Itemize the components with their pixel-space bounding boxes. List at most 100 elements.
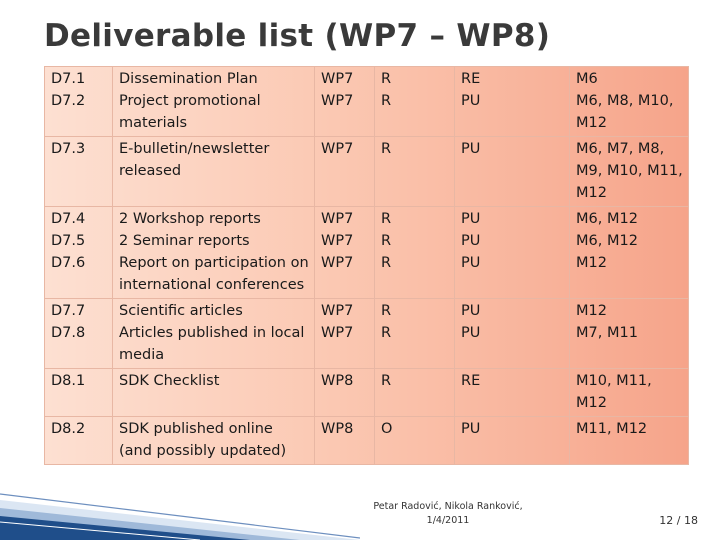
deliverable-description: Dissemination Plan xyxy=(119,71,258,87)
table-row: D7.3 E-bulletin/newsletter released WP7 R PU… xyxy=(44,136,689,207)
nature: R xyxy=(381,325,392,341)
nature: R xyxy=(381,71,392,87)
delivery-months: M12 xyxy=(576,303,607,319)
work-package-cell: WP8 xyxy=(314,416,375,465)
deliverable-description: E-bulletin/newsletter released xyxy=(119,141,270,179)
table-row: D8.1 SDK Checklist WP8 R RE M10, M11, M12 xyxy=(44,368,689,417)
deliverable-id-cell: D7.7 D7.8 xyxy=(44,298,113,369)
delivery-months: M6 xyxy=(576,71,598,87)
deliverable-id: D8.1 xyxy=(51,373,86,389)
delivery-months: M6, M8, M10, M12 xyxy=(576,93,674,131)
deliverable-id: D7.2 xyxy=(51,93,86,109)
deliverable-description-cell: SDK Checklist xyxy=(112,368,315,417)
dissemination-level-cell: RE xyxy=(454,368,570,417)
delivery-months-cell: M6, M12 M6, M12 M12 xyxy=(569,206,689,299)
dissemination-level: RE xyxy=(461,373,481,389)
work-package: WP7 xyxy=(321,325,354,341)
nature: R xyxy=(381,233,392,249)
work-package: WP7 xyxy=(321,211,354,227)
work-package: WP7 xyxy=(321,71,354,87)
work-package: WP7 xyxy=(321,303,354,319)
deliverable-id: D7.6 xyxy=(51,255,86,271)
work-package: WP7 xyxy=(321,93,354,109)
deliverable-description-cell: SDK published online (and possibly updat… xyxy=(112,416,315,465)
delivery-months-cell: M10, M11, M12 xyxy=(569,368,689,417)
work-package-cell: WP8 xyxy=(314,368,375,417)
delivery-months-cell: M6 M6, M8, M10, M12 xyxy=(569,66,689,137)
nature-cell: O xyxy=(374,416,455,465)
work-package-cell: WP7 WP7 xyxy=(314,66,375,137)
delivery-months-cell: M6, M7, M8, M9, M10, M11, M12 xyxy=(569,136,689,207)
slide-title: Deliverable list (WP7 – WP8) xyxy=(44,18,551,54)
dissemination-level: PU xyxy=(461,93,481,109)
dissemination-level: PU xyxy=(461,303,481,319)
work-package: WP7 xyxy=(321,255,354,271)
delivery-months-cell: M11, M12 xyxy=(569,416,689,465)
table-row: D7.1 D7.2 Dissemination Plan Project promot… xyxy=(44,66,689,137)
dissemination-level: PU xyxy=(461,233,481,249)
dissemination-level-cell: PU xyxy=(454,416,570,465)
deliverable-id-cell: D7.3 xyxy=(44,136,113,207)
deliverable-description: Scientific articles xyxy=(119,303,243,319)
deliverable-id: D7.1 xyxy=(51,71,86,87)
work-package: WP8 xyxy=(321,421,354,437)
deliverable-id: D7.8 xyxy=(51,325,86,341)
footer-date: 1/4/2011 xyxy=(426,515,470,526)
table-row: D7.7 D7.8 Scientific articles Articles publ… xyxy=(44,298,689,369)
deliverable-description-cell: Scientific articles Articles published in… xyxy=(112,298,315,369)
nature: R xyxy=(381,373,392,389)
delivery-months: M10, M11, M12 xyxy=(576,373,652,411)
dissemination-level: PU xyxy=(461,421,481,437)
dissemination-level: PU xyxy=(461,141,481,157)
dissemination-level-cell: PU xyxy=(454,136,570,207)
delivery-months-cell: M12 M7, M11 xyxy=(569,298,689,369)
deliverable-description: Project promotional materials xyxy=(119,93,261,131)
nature-cell: R xyxy=(374,136,455,207)
work-package: WP7 xyxy=(321,233,354,249)
deliverable-id: D7.4 xyxy=(51,211,86,227)
dissemination-level: PU xyxy=(461,255,481,271)
delivery-months: M11, M12 xyxy=(576,421,648,437)
footer-author-block: Petar Radović, Nikola Ranković, 1/4/2011 xyxy=(368,500,528,528)
delivery-months: M6, M7, M8, M9, M10, M11, M12 xyxy=(576,141,683,201)
nature: R xyxy=(381,141,392,157)
deliverable-description: Articles published in local media xyxy=(119,325,305,363)
deliverable-id: D7.5 xyxy=(51,233,86,249)
deliverable-id-cell: D8.1 xyxy=(44,368,113,417)
deliverable-description: SDK Checklist xyxy=(119,373,220,389)
deliverable-id: D7.3 xyxy=(51,141,86,157)
deliverable-table: D7.1 D7.2 Dissemination Plan Project promot… xyxy=(44,66,689,465)
deliverable-description: 2 Seminar reports xyxy=(119,233,250,249)
dissemination-level-cell: PU PU xyxy=(454,298,570,369)
work-package: WP8 xyxy=(321,373,354,389)
corner-decoration xyxy=(0,493,360,540)
dissemination-level-cell: RE PU xyxy=(454,66,570,137)
deliverable-description: 2 Workshop reports xyxy=(119,211,261,227)
nature: R xyxy=(381,211,392,227)
nature: R xyxy=(381,93,392,109)
deliverable-description-cell: Dissemination Plan Project promotional ma… xyxy=(112,66,315,137)
nature-cell: R xyxy=(374,368,455,417)
dissemination-level: PU xyxy=(461,325,481,341)
work-package-cell: WP7 WP7 WP7 xyxy=(314,206,375,299)
nature: R xyxy=(381,255,392,271)
delivery-months: M12 xyxy=(576,255,607,271)
deliverable-id-cell: D8.2 xyxy=(44,416,113,465)
nature: R xyxy=(381,303,392,319)
nature: O xyxy=(381,421,393,437)
table-row: D7.4 D7.5 D7.6 2 Workshop reports 2 Seminar … xyxy=(44,206,689,299)
work-package-cell: WP7 WP7 xyxy=(314,298,375,369)
delivery-months: M6, M12 xyxy=(576,233,638,249)
deliverable-id: D7.7 xyxy=(51,303,86,319)
deliverable-id-cell: D7.1 D7.2 xyxy=(44,66,113,137)
footer-author: Petar Radović, Nikola Ranković, xyxy=(373,501,523,512)
delivery-months: M6, M12 xyxy=(576,211,638,227)
deliverable-description: SDK published online (and possibly updat… xyxy=(119,421,287,459)
deliverable-description-cell: E-bulletin/newsletter released xyxy=(112,136,315,207)
dissemination-level: RE xyxy=(461,71,481,87)
delivery-months: M7, M11 xyxy=(576,325,638,341)
dissemination-level-cell: PU PU PU xyxy=(454,206,570,299)
